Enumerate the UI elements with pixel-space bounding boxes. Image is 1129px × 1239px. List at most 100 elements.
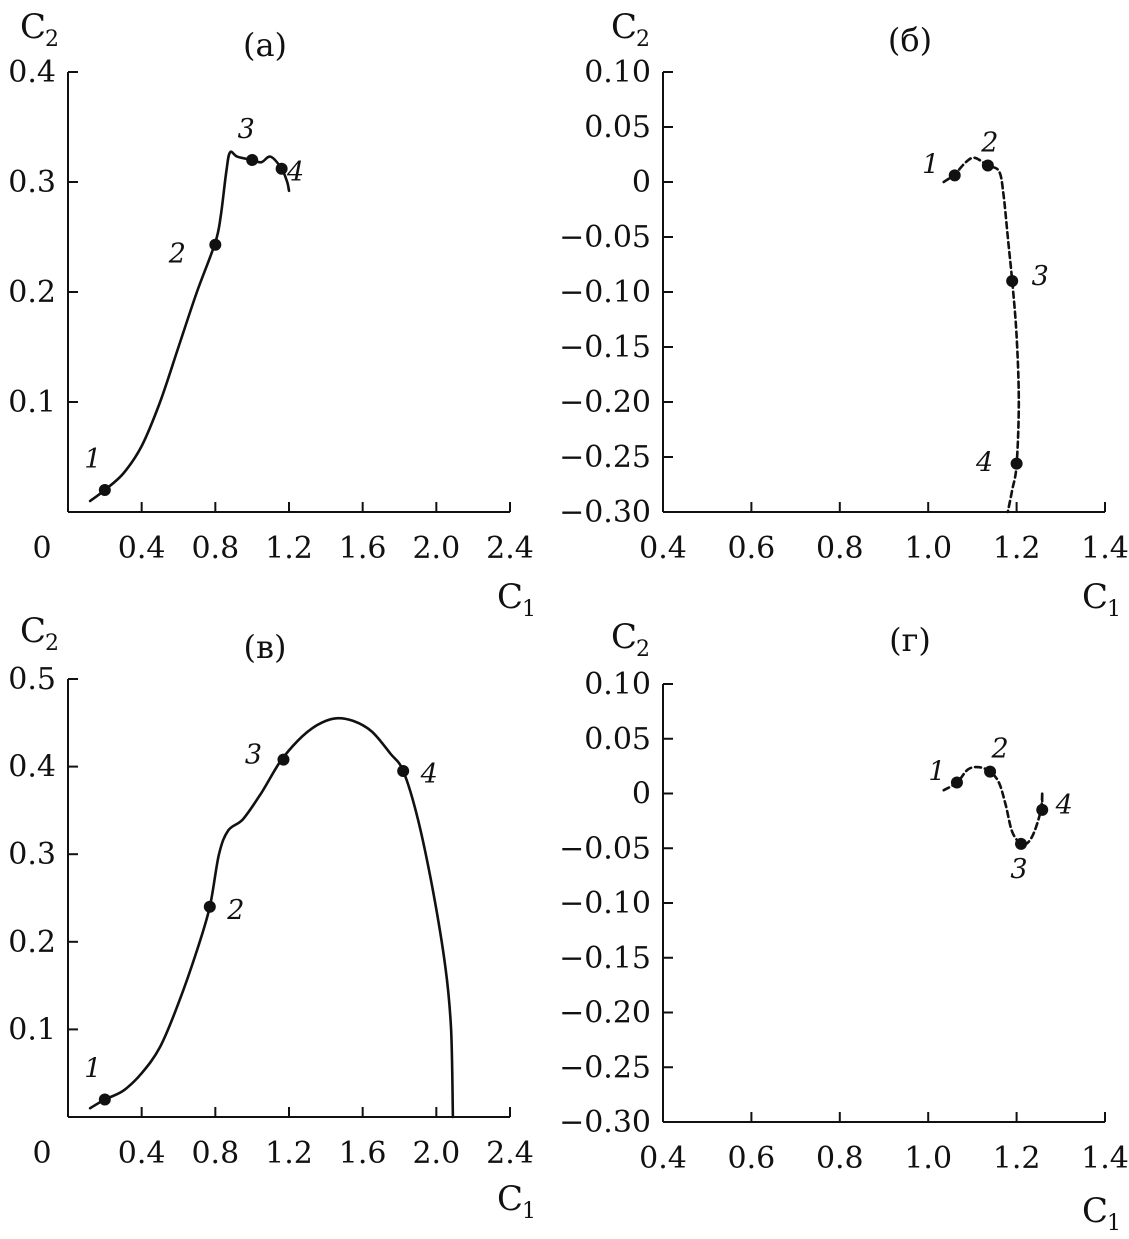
y-axis-label-subscript: 2	[45, 631, 59, 656]
series-line	[88, 716, 455, 1119]
x-tick-label: 1.4	[1081, 1141, 1129, 1176]
y-axis-label: C	[20, 7, 46, 47]
panel-title: (г)	[889, 621, 931, 659]
x-tick-label: 1.2	[993, 531, 1041, 566]
x-tick-label: 1.2	[265, 1136, 313, 1171]
x-tick-label: 0.4	[639, 1141, 687, 1176]
x-axis-label-subscript: 1	[522, 597, 536, 622]
x-axis-label: C	[497, 1179, 523, 1219]
y-tick-label: 0.3	[8, 165, 56, 200]
x-axis-label: C	[1082, 1191, 1108, 1231]
y-axis-label: C	[611, 7, 637, 47]
y-tick-label: −0.05	[559, 831, 651, 866]
panel-v: 0 0.4 0.8 1.2 1.6 2.0 2.40.10.20.30.40.5C2C1(в…	[8, 611, 536, 1224]
y-tick-label: −0.20	[559, 385, 651, 420]
x-tick-label: 2.4	[486, 1136, 534, 1171]
x-axis-label-subscript: 1	[522, 1199, 536, 1224]
x-tick-label: 0.6	[728, 531, 776, 566]
y-tick-label: −0.30	[559, 1105, 651, 1140]
series-line	[88, 150, 291, 503]
y-tick-label: −0.15	[559, 330, 651, 365]
y-tick-label: 0.10	[584, 55, 651, 90]
data-point-3	[1015, 837, 1028, 850]
y-tick-label: 0.05	[584, 110, 651, 145]
data-point-label-1: 1	[922, 149, 939, 180]
y-tick-label: 0	[632, 777, 651, 812]
x-tick-label: 1.6	[339, 1136, 387, 1171]
y-tick-label: −0.10	[559, 886, 651, 921]
data-point-4	[397, 764, 410, 777]
y-tick-label: 0	[632, 165, 651, 200]
x-tick-label: 0	[32, 1136, 51, 1171]
panel-g: 0.4 0.6 0.8 1.0 1.2 1.4 0.10 0.05 0 −0.05 −0.10 −0.…	[559, 617, 1129, 1236]
y-tick-label: 0.1	[8, 385, 56, 420]
data-point-label-3: 3	[1010, 854, 1027, 885]
data-point-1	[98, 1093, 111, 1106]
data-point-4	[275, 162, 288, 175]
y-tick-label: −0.10	[559, 275, 651, 310]
y-tick-label: 0.1	[8, 1012, 56, 1047]
x-axis-label-subscript: 1	[1107, 1211, 1121, 1236]
y-axis-label-subscript: 2	[636, 27, 650, 52]
data-point-2	[203, 900, 216, 913]
data-point-label-2: 2	[980, 128, 998, 159]
y-tick-label: 0.2	[8, 925, 56, 960]
x-tick-label: 0.4	[118, 531, 166, 566]
x-tick-label: 0.8	[191, 531, 239, 566]
data-point-4	[1010, 457, 1023, 470]
series-line	[942, 156, 1021, 514]
y-tick-label: −0.25	[559, 1050, 651, 1085]
data-point-label-3: 3	[1032, 261, 1049, 292]
data-point-3	[1006, 275, 1019, 287]
y-tick-label: 0.4	[8, 55, 56, 90]
data-point-2	[209, 238, 222, 251]
panel-title: (в)	[244, 628, 287, 666]
panel-title: (а)	[243, 26, 287, 64]
panel-a: 0 0.4 0.8 1.2 1.6 2.0 2.40.10.20.30.4C2C1(а)12…	[8, 7, 536, 622]
data-point-label-1: 1	[928, 757, 945, 788]
x-axis-label: C	[1082, 577, 1108, 617]
x-tick-label: 1.6	[339, 531, 387, 566]
data-point-label-4: 4	[975, 448, 993, 479]
data-point-3	[277, 753, 290, 766]
x-tick-label: 2.0	[412, 531, 460, 566]
x-tick-label: 1.2	[265, 531, 313, 566]
data-point-label-2: 2	[168, 239, 186, 270]
x-tick-label: 0	[32, 531, 51, 566]
data-point-1	[98, 484, 111, 496]
y-tick-label: 0.3	[8, 837, 56, 872]
data-point-label-2: 2	[226, 895, 244, 926]
x-tick-label: 0.6	[728, 1141, 776, 1176]
x-tick-label: 0.8	[191, 1136, 239, 1171]
x-tick-label: 0.8	[816, 1141, 864, 1176]
y-axis-label: C	[20, 611, 46, 651]
x-tick-label: 1.4	[1081, 531, 1129, 566]
data-point-2	[981, 159, 994, 172]
data-point-label-3: 3	[238, 114, 255, 145]
data-point-1	[950, 776, 963, 789]
x-tick-label: 2.4	[486, 531, 534, 566]
data-point-label-4: 4	[420, 759, 438, 790]
y-tick-label: −0.25	[559, 440, 651, 475]
x-tick-label: 2.0	[412, 1136, 460, 1171]
y-tick-label: 0.5	[8, 662, 56, 697]
data-point-1	[948, 169, 961, 182]
y-axis-label: C	[611, 617, 637, 657]
data-point-label-1: 1	[84, 444, 101, 475]
panel-title: (б)	[888, 21, 932, 59]
data-point-label-1: 1	[84, 1053, 101, 1084]
data-point-label-3: 3	[245, 740, 262, 771]
y-axis-label-subscript: 2	[636, 637, 650, 662]
x-tick-label: 1.0	[904, 531, 952, 566]
x-tick-label: 0.8	[816, 531, 864, 566]
y-tick-label: −0.30	[559, 495, 651, 530]
data-point-label-4: 4	[286, 157, 304, 188]
x-tick-label: 1.0	[904, 1141, 952, 1176]
y-tick-label: 0.05	[584, 722, 651, 757]
y-tick-label: −0.15	[559, 941, 651, 976]
y-tick-label: −0.20	[559, 996, 651, 1031]
data-point-label-4: 4	[1055, 790, 1073, 821]
x-tick-label: 0.4	[118, 1136, 166, 1171]
y-tick-label: −0.05	[559, 220, 651, 255]
